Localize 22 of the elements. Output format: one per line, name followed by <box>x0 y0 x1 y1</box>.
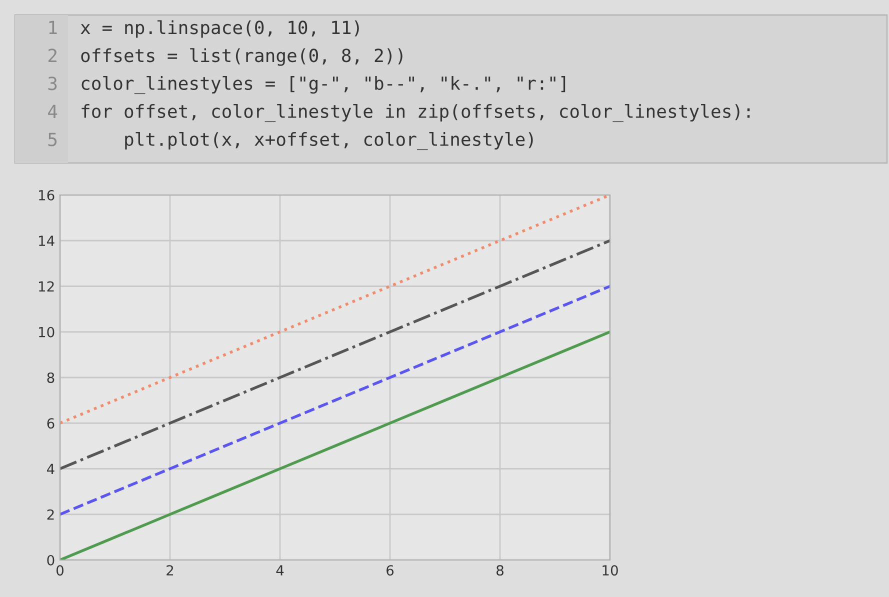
x-tick-label: 8 <box>496 565 504 576</box>
line-series <box>60 284 610 516</box>
x-tick-label: 2 <box>166 565 174 576</box>
y-tick-label: 8 <box>47 372 54 383</box>
y-tick-label: 14 <box>38 236 54 246</box>
y-tick-label: 12 <box>38 281 54 292</box>
x-tick-label: 10 <box>602 565 618 576</box>
text: 3 color_linestyles = ["g-", "b--", "k-.", "r:"] <box>48 76 566 94</box>
y-tick-label: 6 <box>47 418 54 429</box>
x-tick-label: 6 <box>386 565 394 576</box>
x-tick-label: 4 <box>276 565 284 576</box>
y-tick-label: 10 <box>38 326 54 338</box>
line-series <box>60 239 610 470</box>
text: 4 for offset, color_linestyle in zip(offsets, color_linestyles): <box>48 104 750 122</box>
text: 5 plt.plot(x, x+offset, color_linestyle) <box>48 132 533 150</box>
text: 1 x = np.linspace(0, 10, 11) <box>49 20 359 38</box>
y-tick-label: 4 <box>46 464 54 474</box>
text: 2 offsets = list(range(0, 8, 2)) <box>48 48 402 66</box>
y-tick-label: 16 <box>38 190 54 200</box>
y-tick-label: 2 <box>47 509 54 520</box>
x-tick-label: 0 <box>56 565 64 576</box>
y-tick-label: 0 <box>47 554 54 566</box>
